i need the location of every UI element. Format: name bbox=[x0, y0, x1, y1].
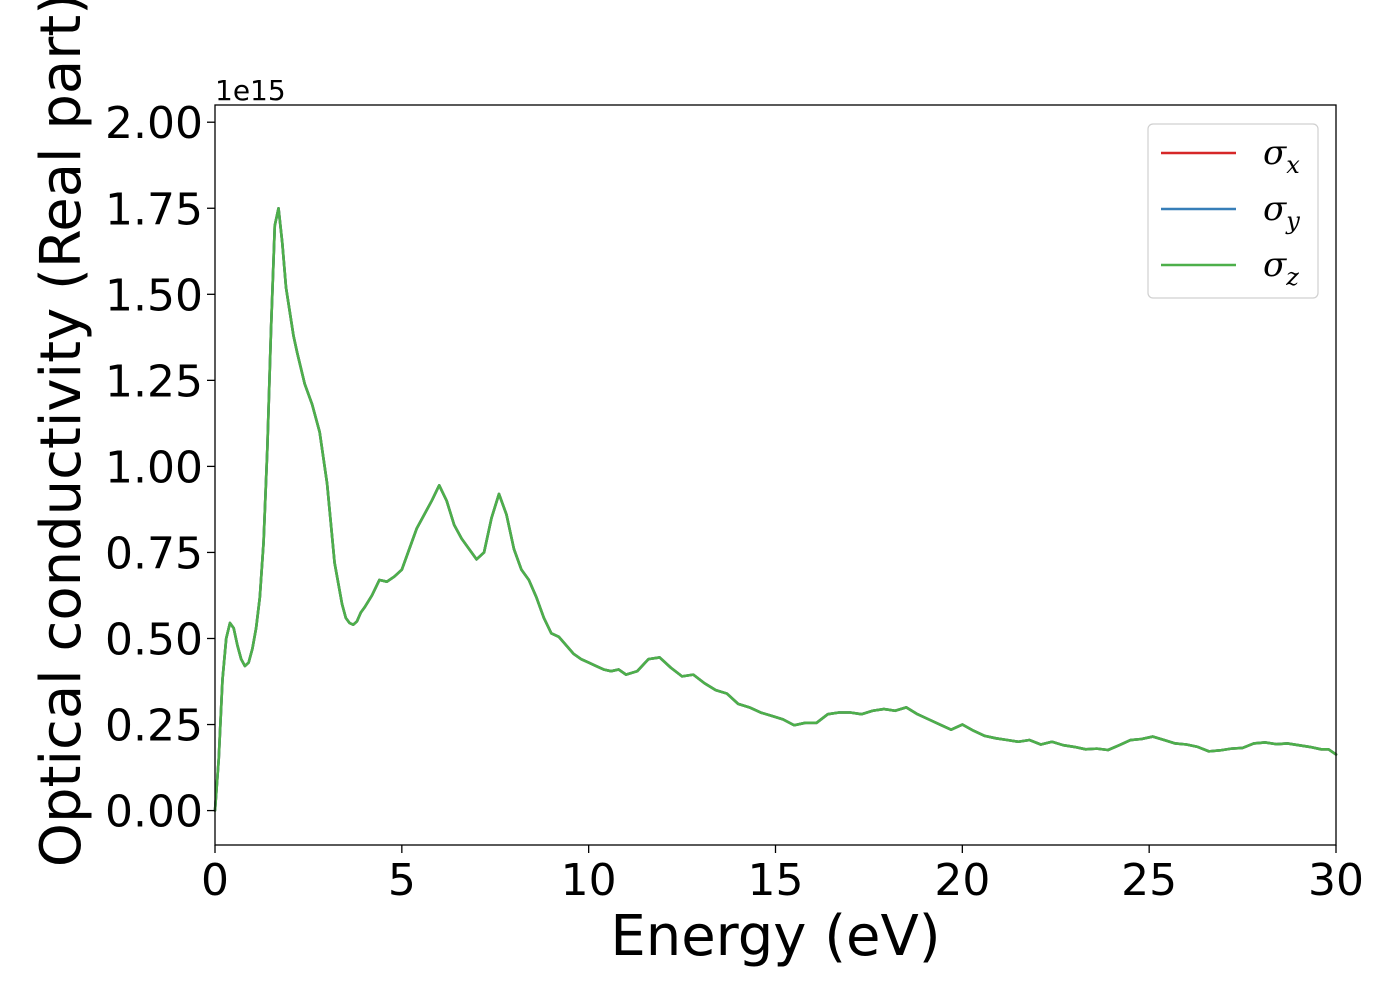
y-tick-label: 1.25 bbox=[105, 356, 203, 407]
x-tick-label: 0 bbox=[201, 855, 229, 906]
legend-label: σx bbox=[1263, 133, 1300, 179]
x-axis-title: Energy (eV) bbox=[610, 904, 940, 969]
series-layer bbox=[213, 206, 1338, 812]
legend: σx σy σz bbox=[1147, 123, 1319, 299]
y-tick-label: 1.00 bbox=[105, 442, 203, 493]
x-tick-label: 5 bbox=[388, 855, 416, 906]
y-tick-label: 0.50 bbox=[105, 614, 203, 665]
x-axis: 0 5 10 15 20 25 30 bbox=[201, 845, 1364, 906]
legend-label: σy bbox=[1263, 189, 1300, 235]
y-tick-label: 0.75 bbox=[105, 528, 203, 579]
y-axis-title: Optical conductivity (Real part) bbox=[29, 0, 94, 867]
legend-label: σz bbox=[1263, 245, 1299, 291]
y-tick-label: 0.00 bbox=[105, 787, 203, 838]
y-tick-label: 0.25 bbox=[105, 701, 203, 752]
y-offset-label: 1e15 bbox=[215, 74, 286, 107]
y-axis: 0.00 0.25 0.50 0.75 1.00 1.25 1.50 1.75 2.00 bbox=[105, 98, 215, 838]
x-tick-label: 20 bbox=[934, 855, 990, 906]
x-tick-label: 10 bbox=[561, 855, 617, 906]
y-tick-label: 1.50 bbox=[105, 270, 203, 321]
series-line-z bbox=[213, 206, 1338, 812]
legend-frame bbox=[1147, 123, 1319, 299]
x-tick-label: 30 bbox=[1308, 855, 1364, 906]
x-tick-label: 25 bbox=[1121, 855, 1177, 906]
y-tick-label: 2.00 bbox=[105, 98, 203, 149]
x-tick-label: 15 bbox=[748, 855, 804, 906]
y-tick-label: 1.75 bbox=[105, 184, 203, 235]
